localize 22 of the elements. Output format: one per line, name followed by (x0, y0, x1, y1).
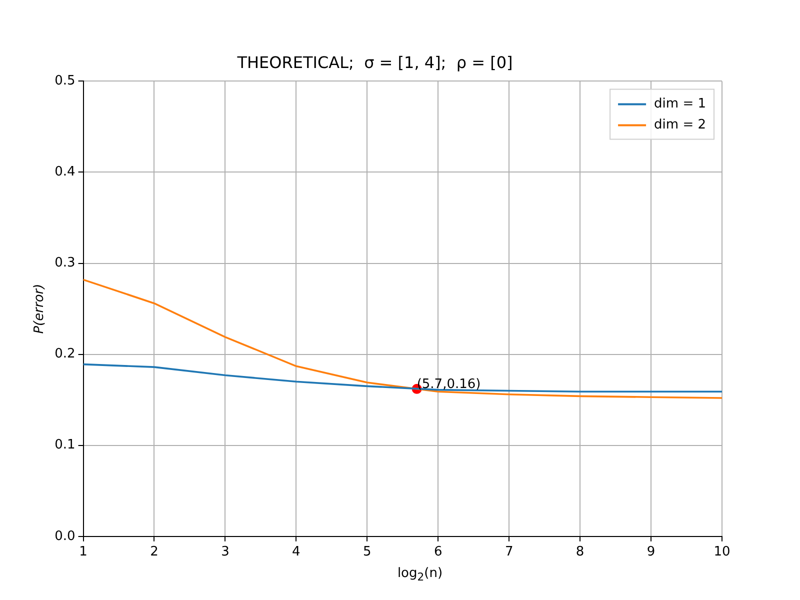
chart-title: THEORETICAL; σ = [1, 4]; ρ = [0] (236, 52, 513, 72)
legend-label: dim = 2 (654, 118, 706, 133)
y-tick-label: 0.2 (54, 346, 76, 362)
x-tick-label: 4 (292, 544, 300, 560)
x-tick-label: 2 (150, 544, 158, 560)
x-tick-label: 10 (714, 544, 730, 560)
x-tick-label: 5 (363, 544, 372, 560)
x-tick-label: 8 (576, 544, 584, 560)
annotation: (5.7,0.16) (416, 376, 481, 392)
legend-label: dim = 1 (654, 96, 706, 112)
x-tick-label: 1 (79, 544, 88, 560)
y-tick-label: 0.5 (54, 74, 76, 89)
x-tick-label: 7 (504, 544, 514, 560)
y-tick-label: 0.1 (54, 438, 76, 453)
y-tick-label: 0.3 (54, 256, 76, 271)
x-tick-label: 6 (434, 544, 442, 560)
y-tick-label: 0.0 (54, 528, 76, 544)
y-axis-title: P(error) (32, 284, 48, 334)
x-tick-label: 3 (221, 544, 230, 560)
x-tick-label: 9 (646, 544, 656, 560)
y-tick-label: 0.4 (54, 164, 76, 180)
x-axis-title: log$_{2}$(n) (396, 566, 444, 584)
